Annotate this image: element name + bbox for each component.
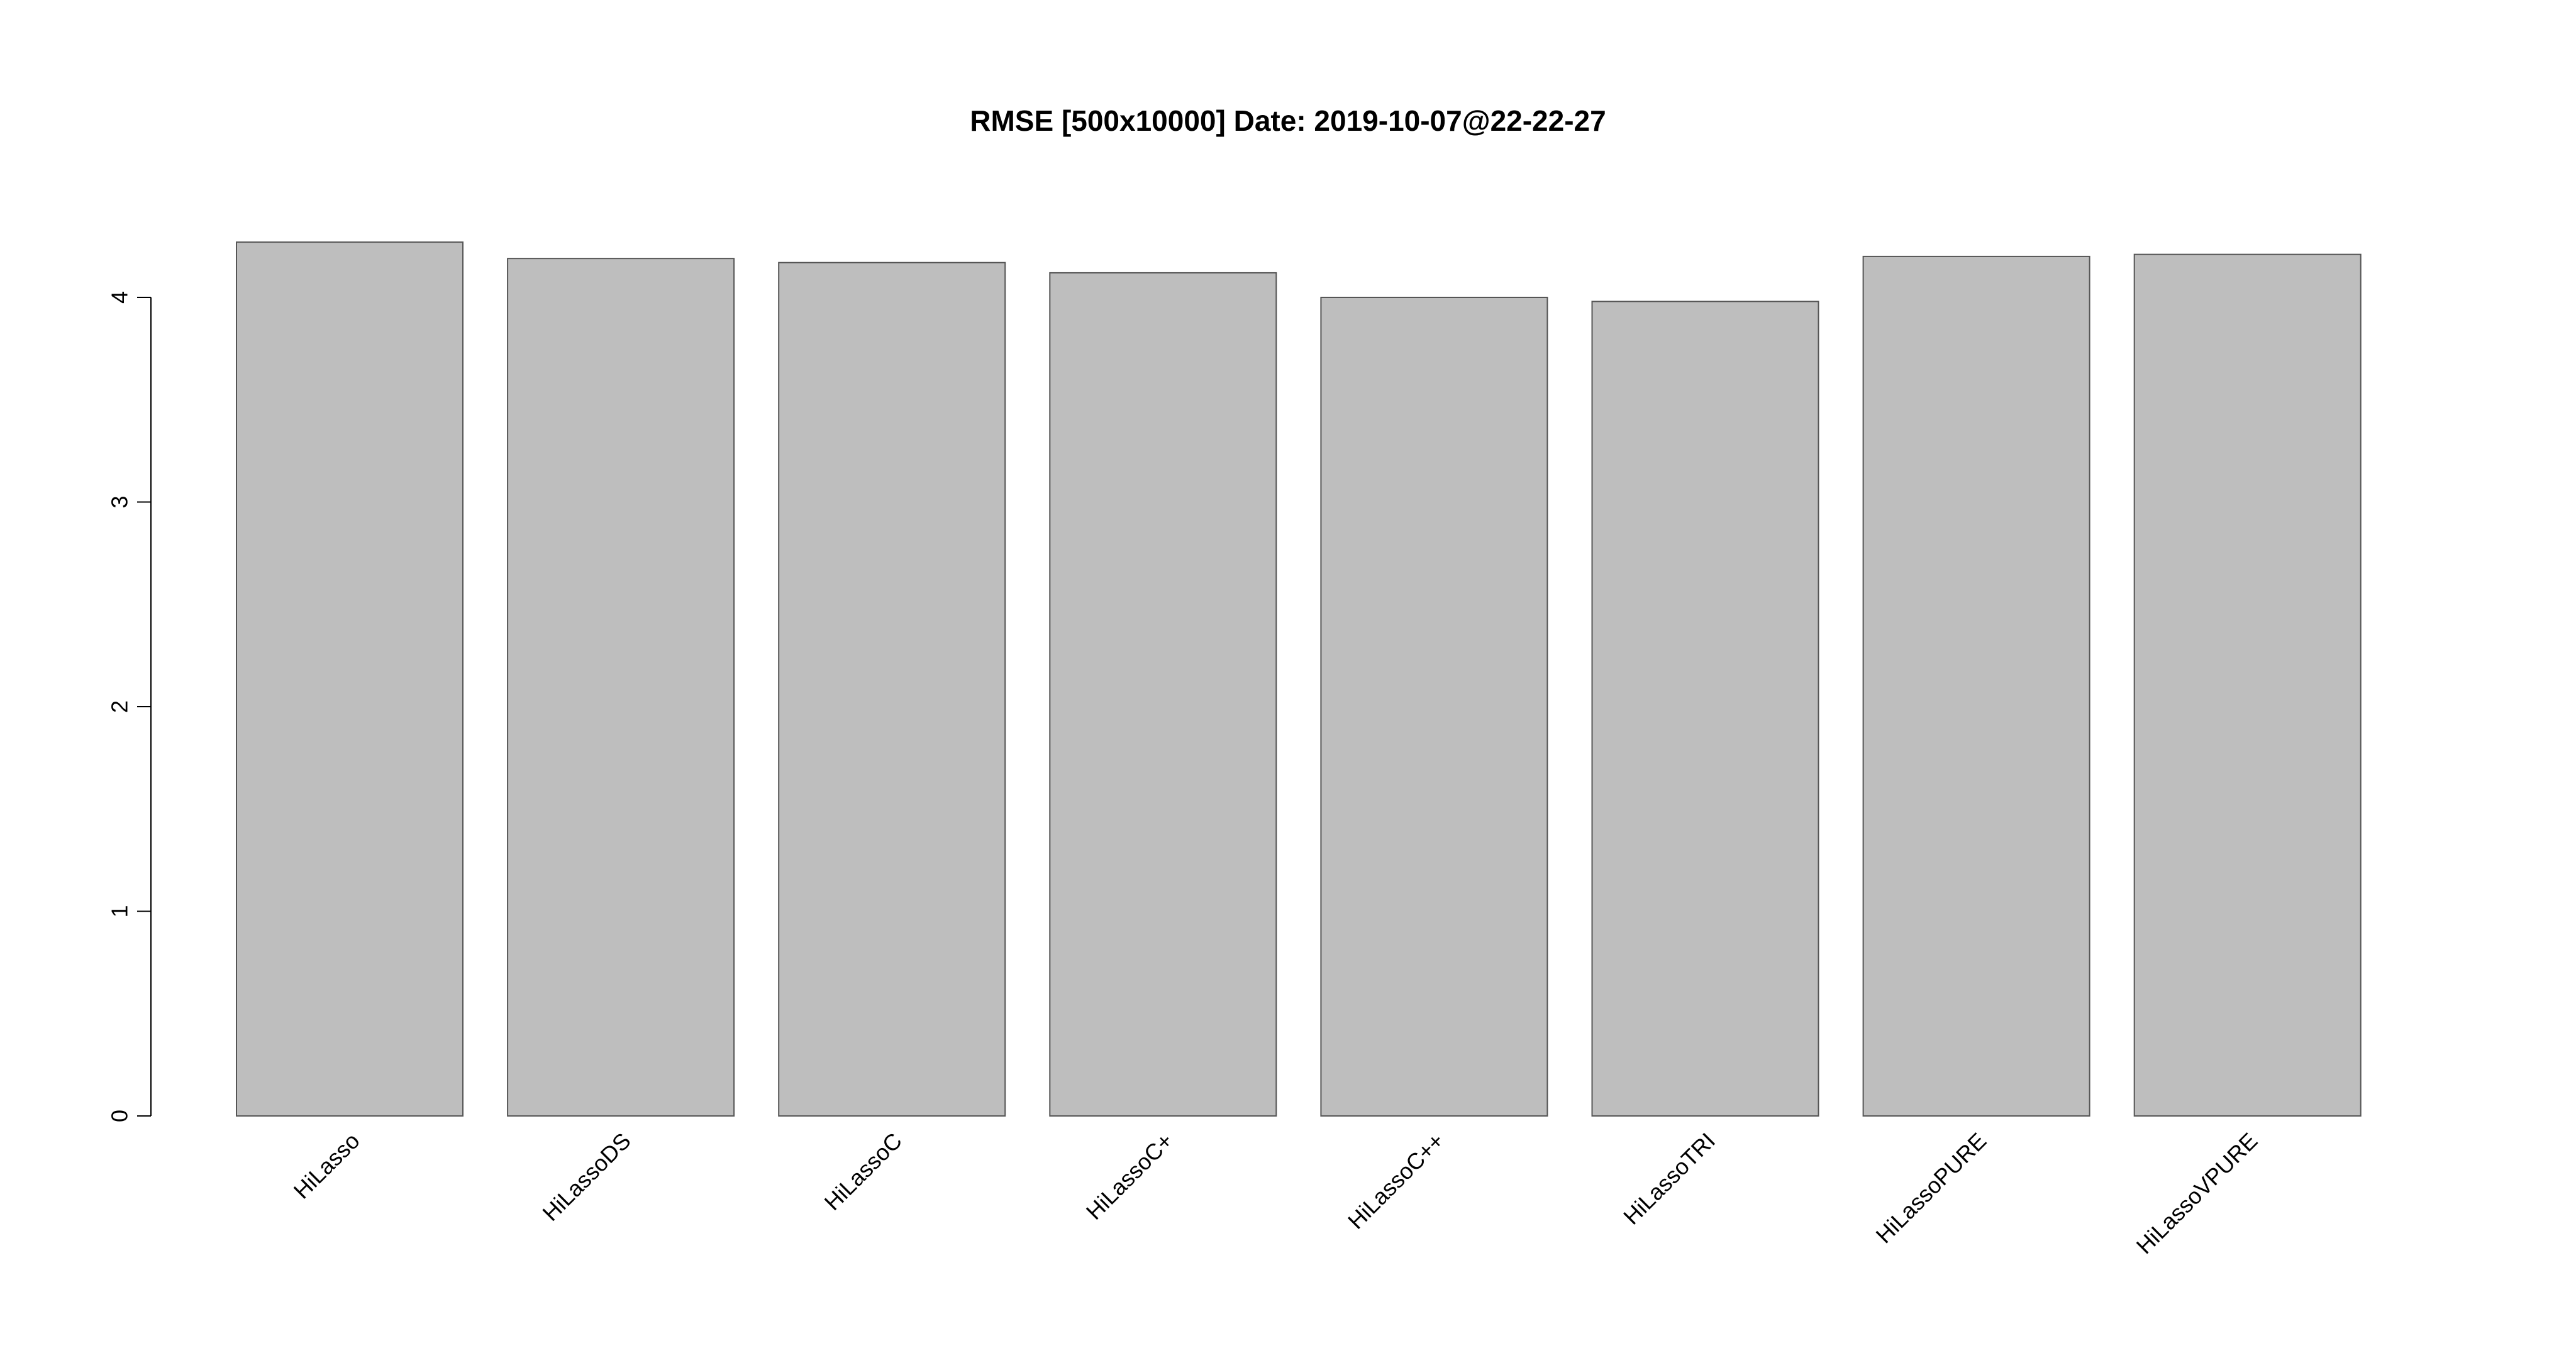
bar — [236, 241, 464, 1117]
y-tick-label: 3 — [107, 495, 133, 508]
category-label: HiLassoVPURE — [2131, 1128, 2263, 1259]
bar — [1591, 301, 1819, 1117]
category-label: HiLassoC++ — [1343, 1128, 1449, 1234]
y-tick-label: 2 — [107, 700, 133, 713]
bar — [507, 258, 735, 1117]
y-tick-label: 0 — [107, 1110, 133, 1122]
bar — [778, 262, 1006, 1117]
category-label: HiLasso — [289, 1128, 365, 1204]
category-label: HiLassoC — [819, 1128, 907, 1215]
category-labels: HiLasso HiLassoDS HiLassoC HiLassoC+ HiLasso… — [289, 1128, 2263, 1259]
category-label: HiLassoPURE — [1871, 1128, 1992, 1249]
bars-group — [236, 241, 2362, 1117]
y-tick-label: 1 — [107, 905, 133, 917]
category-label: HiLassoC+ — [1081, 1128, 1178, 1225]
category-label: HiLassoDS — [537, 1128, 635, 1226]
bar — [1862, 255, 2090, 1117]
category-label: HiLassoTRI — [1618, 1128, 1720, 1230]
bar — [2133, 253, 2362, 1117]
chart-title: RMSE [500x10000] Date: 2019-10-07@22-22-… — [970, 104, 1606, 137]
y-axis: 0 1 2 3 4 — [107, 291, 152, 1122]
bar — [1320, 297, 1548, 1117]
y-tick-label: 4 — [107, 291, 133, 304]
bar — [1049, 272, 1277, 1117]
